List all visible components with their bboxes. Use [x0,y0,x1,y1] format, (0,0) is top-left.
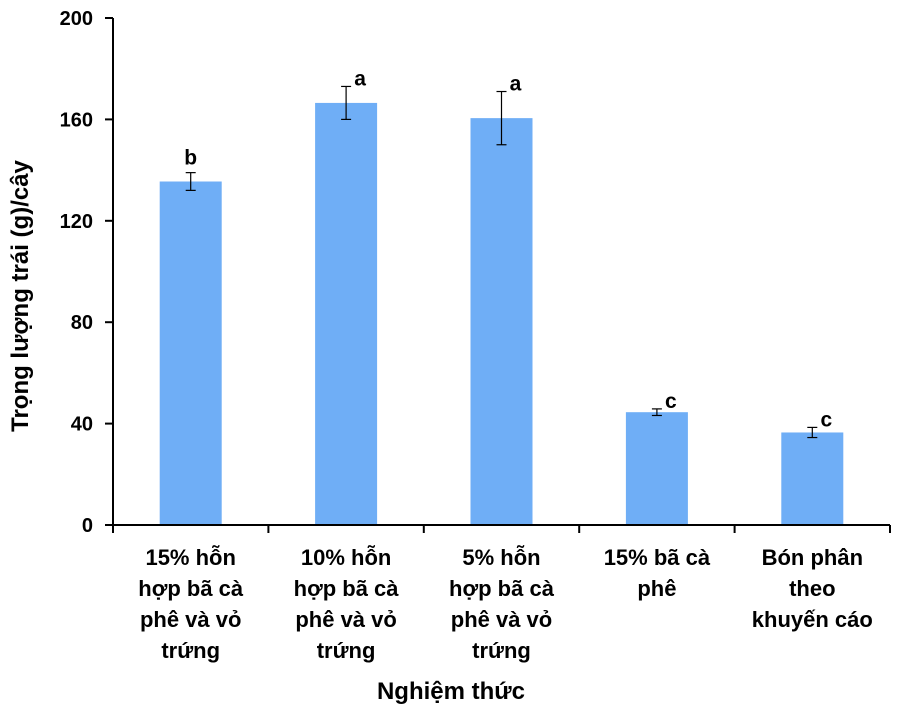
y-tick-label: 160 [60,109,93,131]
x-tick-label: Bón phân theo khuyến cáo [752,545,873,632]
bar [470,118,533,525]
x-tick-label: 10% hỗn hợp bã cà phê và vỏ trứng [294,545,400,663]
bar [159,181,222,525]
x-tick-label: 15% bã cà phê [604,545,711,601]
significance-label: a [354,67,366,90]
significance-label: c [665,390,677,413]
y-tick-label: 40 [71,414,93,436]
y-tick-label: 120 [60,211,93,233]
significance-label: b [184,147,197,170]
x-axis-title: Nghiệm thức [377,678,525,705]
y-tick-label: 0 [82,515,93,537]
bar [315,102,378,526]
y-tick-label: 200 [60,8,93,30]
significance-label: a [510,73,522,96]
significance-label: c [820,408,832,431]
x-tick-label: 5% hỗn hợp bã cà phê và vỏ trứng [449,545,555,663]
bar [625,412,688,525]
y-tick-label: 80 [71,312,93,334]
y-axis-title: Trọng lượng trái (g)/cây [7,159,34,431]
plot-area: b 15% hỗn hợp bã cà phê và vỏ trứng a 10% hỗn h… [60,8,891,663]
x-tick-label: 15% hỗn hợp bã cà phê và vỏ trứng [138,545,244,663]
bar [781,432,844,525]
